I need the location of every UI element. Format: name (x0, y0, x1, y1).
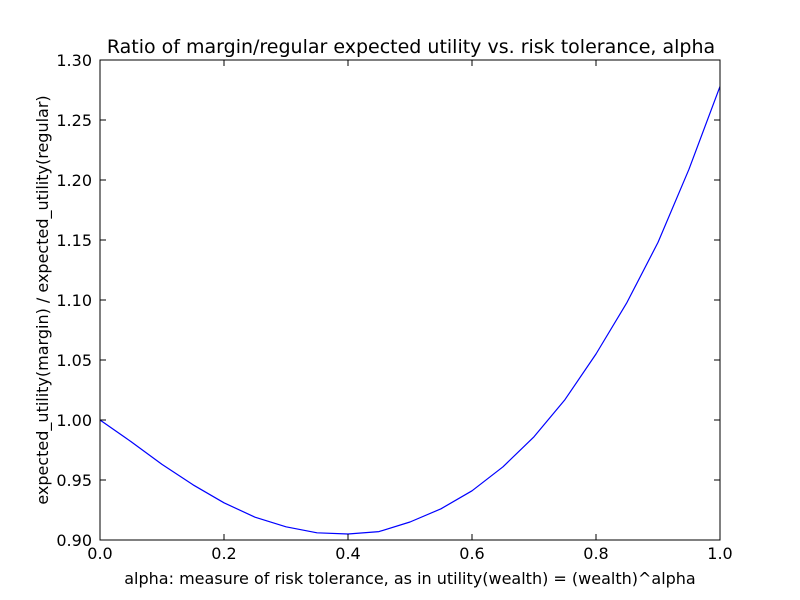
y-tick-label: 1.25 (56, 111, 92, 130)
y-axis-label: expected_utility(margin) / expected_util… (33, 95, 53, 504)
x-tick-label: 0.2 (211, 544, 236, 563)
y-tick-label: 1.00 (56, 411, 92, 430)
x-tick-label: 0.0 (87, 544, 112, 563)
axes-frame (99, 59, 721, 541)
y-tick-label: 1.05 (56, 351, 92, 370)
x-axis-label: alpha: measure of risk tolerance, as in … (124, 569, 695, 588)
y-tick-label: 1.20 (56, 171, 92, 190)
chart-title: Ratio of margin/regular expected utility… (107, 36, 715, 58)
y-tick-label: 0.90 (56, 531, 92, 550)
plot-area: 0.0 0.2 0.4 0.6 0.8 1.0 0.90 0.95 1.00 1.05 1.10 1.… (56, 51, 732, 563)
y-tick-label: 1.30 (56, 51, 92, 70)
y-tick-label: 0.95 (56, 471, 92, 490)
y-tick-label: 1.10 (56, 291, 92, 310)
x-tick-label: 0.6 (459, 544, 484, 563)
x-tick-label: 0.8 (583, 544, 608, 563)
y-tick-label: 1.15 (56, 231, 92, 250)
series-line-0 (99, 86, 721, 535)
x-tick-label: 0.4 (335, 544, 360, 563)
x-tick-label: 1.0 (707, 544, 732, 563)
